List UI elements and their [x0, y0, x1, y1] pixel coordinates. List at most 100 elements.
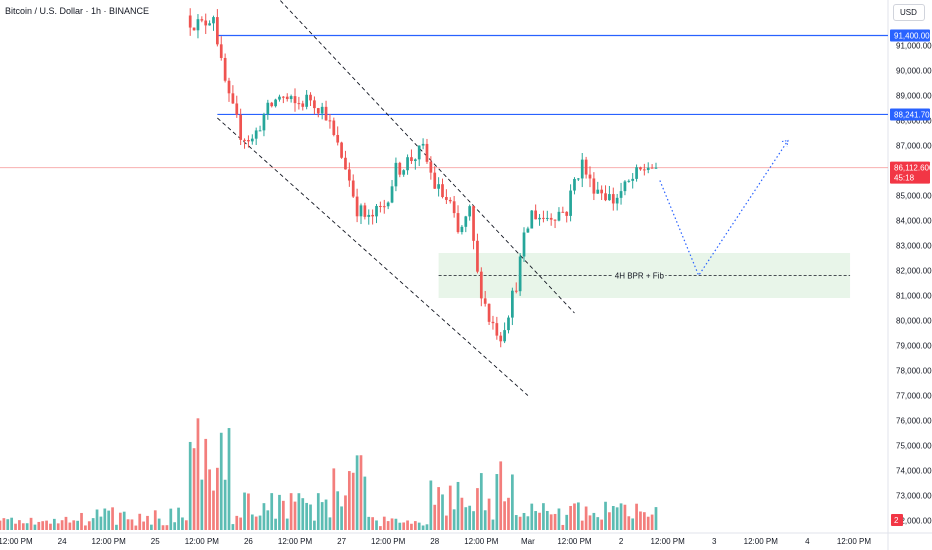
volume-bar: [580, 520, 584, 530]
volume-bar: [41, 521, 45, 530]
volume-bar: [107, 510, 111, 530]
volume-bar: [87, 521, 91, 530]
volume-bar: [584, 506, 588, 530]
volume-bar: [274, 518, 277, 530]
volume-bar: [553, 513, 557, 530]
volume-bar: [247, 493, 250, 530]
price-tick-label: 74,000.000: [896, 467, 932, 476]
time-axis[interactable]: 12:00 PM 24 12:00 PM 25 12:00 PM 26 12:00 PM 27…: [0, 537, 871, 546]
candle-body: [456, 213, 460, 233]
candle-body: [429, 161, 433, 173]
time-tick-label: 12:00 PM: [651, 537, 686, 546]
projection-arrowhead[interactable]: [781, 139, 789, 147]
candle-body: [239, 114, 243, 140]
volume-bar: [239, 517, 243, 530]
level-price-tag-bg: [890, 108, 930, 121]
volume-bar: [569, 505, 572, 530]
volume-bar: [476, 488, 479, 530]
volume-bar: [146, 515, 149, 530]
candle-body: [200, 19, 204, 21]
candle-body: [313, 100, 316, 109]
volume-bar: [573, 503, 576, 530]
candle-body: [212, 17, 215, 24]
candle-body: [297, 103, 301, 105]
candle-body: [196, 19, 200, 31]
projection-path[interactable]: [659, 139, 789, 277]
candle-body: [526, 228, 530, 233]
volume-bar: [196, 418, 200, 530]
volume-bar: [56, 523, 60, 530]
volume-bar: [421, 525, 425, 530]
candle-body: [561, 211, 565, 213]
volume-bar: [344, 495, 347, 530]
time-tick-label: 12:00 PM: [557, 537, 592, 546]
candle-body: [332, 120, 336, 135]
candle-body: [328, 120, 332, 122]
volume-bar: [561, 524, 565, 530]
candle-body: [503, 330, 506, 342]
volume-bar: [6, 519, 10, 530]
candle-body: [522, 232, 526, 257]
volume-bar: [639, 511, 642, 530]
price-tick-label: 80,000.000: [896, 317, 932, 326]
volume-bar: [503, 501, 506, 530]
candle-body: [437, 184, 440, 189]
zone-label: 4H BPR + Fib: [615, 272, 665, 281]
volume-bar: [642, 512, 646, 530]
volume-bar: [33, 524, 37, 530]
trendline[interactable]: [276, 0, 575, 314]
candle-body: [476, 240, 479, 272]
candle-body: [445, 197, 448, 200]
volume-bar: [452, 509, 456, 530]
candle-body: [538, 217, 541, 220]
candle-body: [584, 159, 588, 175]
candle-body: [266, 102, 270, 115]
volume-bar: [80, 512, 83, 530]
volume-bar: [204, 438, 208, 530]
volume-bar: [64, 516, 68, 530]
current-price-tag-text: 45:18: [894, 174, 915, 183]
time-tick-label: 4: [805, 537, 810, 546]
candle-body: [235, 103, 239, 115]
time-tick-label: 12:00 PM: [92, 537, 127, 546]
candle-body: [413, 159, 417, 161]
price-tick-label: 85,000.000: [896, 192, 932, 201]
channel-trendlines[interactable]: [217, 0, 575, 396]
candle-body: [565, 211, 569, 216]
volume-bar: [2, 518, 6, 530]
volume-bar: [99, 516, 103, 530]
time-tick-label: 3: [712, 537, 717, 546]
candle-body: [274, 99, 277, 107]
volume-bar: [95, 509, 99, 530]
volume-bar: [285, 518, 289, 530]
candle-body: [227, 80, 231, 94]
candle-body: [301, 103, 305, 107]
price-axis[interactable]: 91,000.000 90,000.000 89,000.000 88,000.000…: [896, 42, 932, 526]
bpr-fib-zone[interactable]: 4H BPR + Fib: [438, 253, 851, 298]
volume-bar: [200, 479, 204, 530]
candle-body: [281, 96, 285, 98]
volume-bar: [332, 468, 336, 530]
candle-body: [216, 17, 219, 45]
time-tick-label: 24: [58, 537, 67, 546]
volume-bar: [45, 520, 48, 530]
candle-body: [627, 180, 631, 182]
candle-body: [487, 303, 491, 322]
volume-bar: [417, 522, 421, 530]
candle-body: [375, 205, 378, 217]
volume-bar: [324, 499, 328, 530]
price-tick-label: 75,000.000: [896, 442, 932, 451]
horizontal-levels[interactable]: [0, 34, 888, 169]
time-tick-label: 12:00 PM: [464, 537, 499, 546]
volume-bar: [231, 524, 235, 530]
currency-button[interactable]: USD: [893, 4, 925, 21]
symbol-title: Bitcoin / U.S. Dollar · 1h · BINANCE: [5, 6, 150, 16]
volume-bar: [68, 522, 72, 530]
candle-body: [518, 256, 522, 292]
volume-bar: [611, 506, 615, 530]
volume-bar: [379, 526, 382, 530]
volume-bar: [243, 492, 246, 530]
